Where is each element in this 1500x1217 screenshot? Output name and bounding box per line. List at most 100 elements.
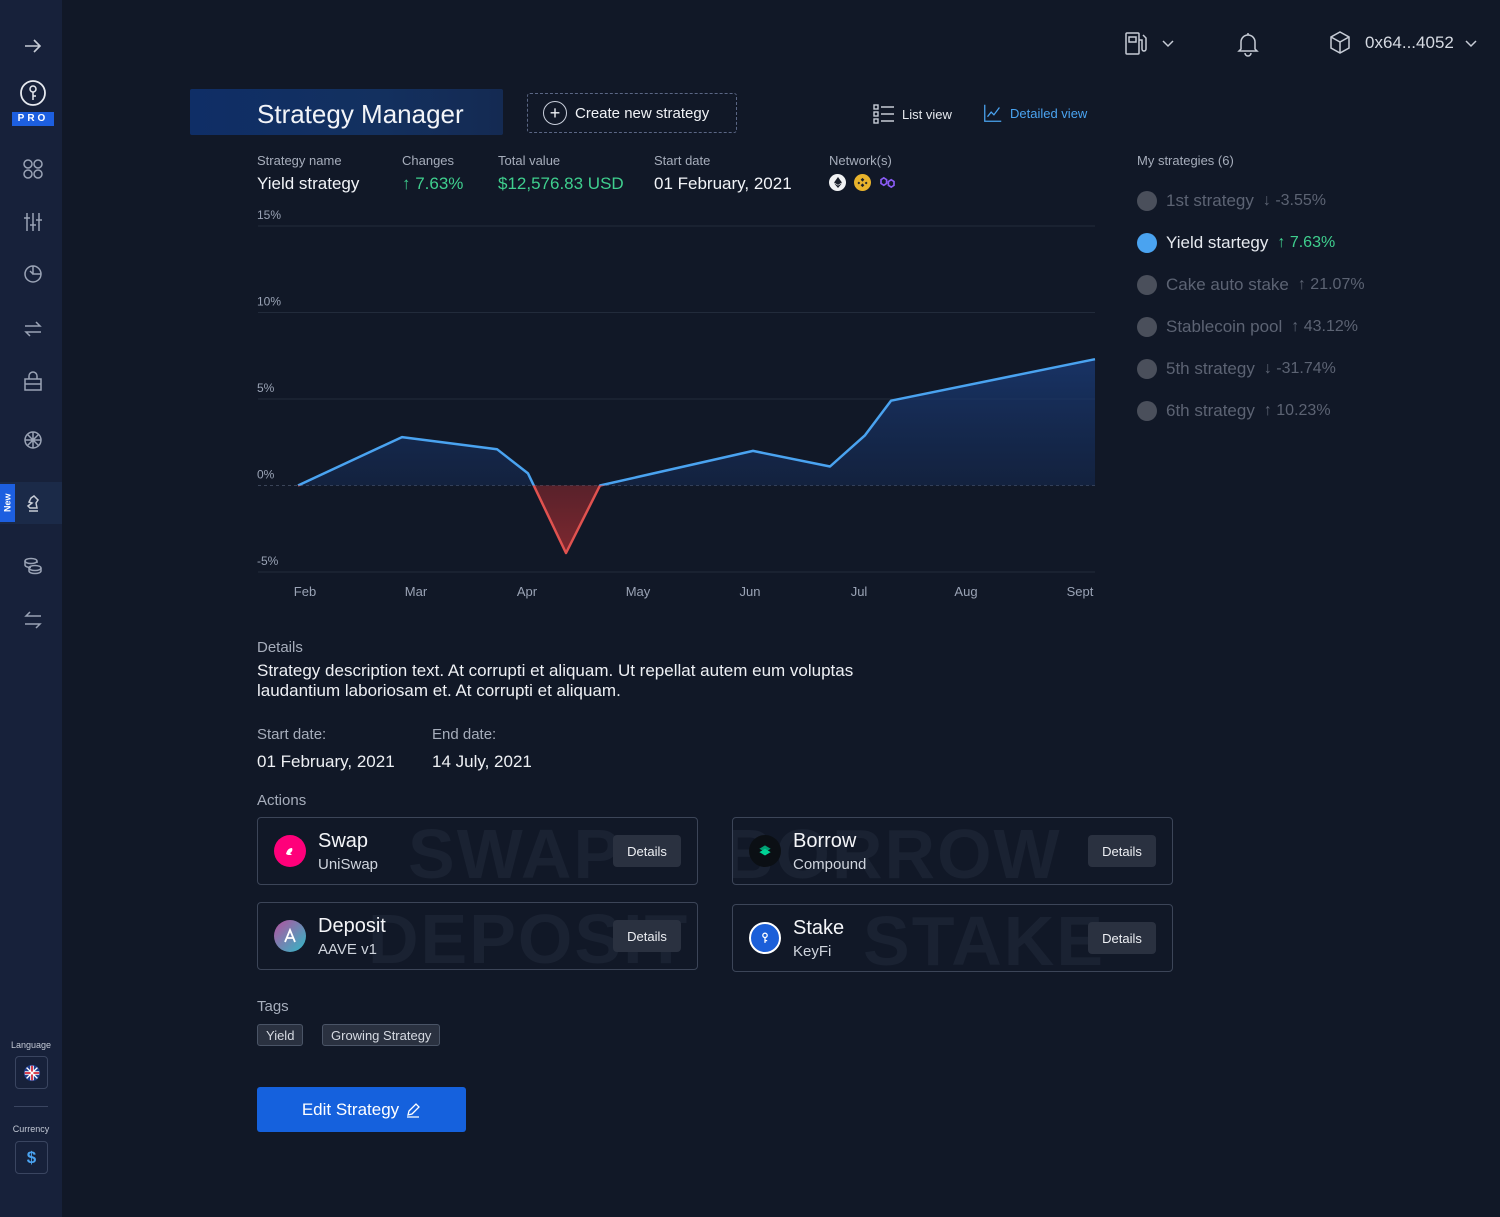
stat-value: $12,576.83 USD [498,174,624,193]
strategy-item[interactable]: Cake auto stake ↑ 21.07% [1137,264,1365,306]
y-tick-label: 10% [257,295,281,309]
performance-chart: 15% 10% 5% 0% -5% Feb Mar Apr May Jun Jul Aug Sept [257,208,1096,599]
stat-total-value: Total value $12,576.83 USD [498,153,624,194]
ethereum-icon [829,174,846,191]
analytics-icon[interactable] [15,256,51,292]
strategy-dot [1137,317,1157,337]
stat-label: Start date [654,153,711,168]
strategy-change: ↑ 43.12% [1291,318,1358,335]
language-selector[interactable] [15,1056,48,1089]
collapse-arrow-icon[interactable] [15,28,51,64]
new-tag: New [0,484,15,522]
list-view-toggle[interactable]: List view [872,102,952,126]
detailed-view-toggle[interactable]: Detailed view [982,102,1087,124]
bell-icon [1237,33,1259,57]
end-date-label: End date: [432,726,497,743]
wallet-menu[interactable]: 0x64...4052 [1325,28,1478,58]
strategy-change: ↑ 21.07% [1297,276,1365,293]
notifications-button[interactable] [1233,28,1263,58]
tag-yield[interactable]: Yield [257,1024,304,1046]
action-card-deposit[interactable]: DEPOSIT Deposit AAVE v1 Details [257,902,698,970]
strategy-name: Cake auto stake [1166,275,1289,294]
stat-start-date: Start date 01 February, 2021 [654,153,792,194]
y-tick-label: 5% [257,381,275,395]
network-icon[interactable] [15,422,51,458]
uk-flag-icon [23,1064,40,1081]
currency-selector[interactable]: $ [15,1141,48,1174]
transfer-icon[interactable] [15,602,51,638]
strategy-dot [1137,275,1157,295]
strategy-item[interactable]: 5th strategy ↓ -31.74% [1137,348,1365,390]
action-card-swap[interactable]: SWAP Swap UniSwap Details [257,817,698,885]
y-tick-label: 0% [257,468,275,482]
strategy-dot [1137,233,1157,253]
binance-icon [854,174,871,191]
details-button[interactable]: Details [613,835,681,867]
actions-label: Actions [257,792,307,809]
edit-strategy-label: Edit Strategy [301,1099,400,1119]
list-view-label: List view [902,106,952,122]
plus-circle-icon: + [543,101,567,125]
strategy-item[interactable]: Yield startegy ↑ 7.63% [1137,222,1365,264]
gas-pump-icon [1125,32,1147,55]
strategy-item[interactable]: 1st strategy ↓ -3.55% [1137,180,1365,222]
x-tick-label: Jun [740,584,761,599]
coins-icon[interactable] [15,547,51,583]
end-date-value: 14 July, 2021 [432,752,532,771]
x-tick-label: May [626,584,651,599]
details-button[interactable]: Details [1088,835,1156,867]
strategy-change: ↓ -3.55% [1262,192,1327,209]
wallet-cube-icon [1330,31,1350,54]
stat-label: Total value [498,153,561,168]
card-title: Deposit [318,915,386,937]
pro-logo[interactable]: PRO [12,78,54,128]
stat-value: ↑ 7.63% [402,174,464,193]
exchange-icon[interactable] [15,311,51,347]
my-strategies-title: My strategies (6) [1137,153,1234,168]
card-watermark: STAKE [863,904,1106,972]
x-tick-label: Jul [851,584,868,599]
card-watermark: SWAP [408,817,623,885]
aave-icon [274,920,306,952]
start-date-value: 01 February, 2021 [257,752,395,771]
strategy-name: 1st strategy [1166,191,1254,210]
strategy-dot [1137,359,1157,379]
keyfi-icon [749,922,781,954]
action-card-stake[interactable]: STAKE Stake KeyFi Details [732,904,1173,972]
dashboard-icon[interactable] [15,151,51,187]
sidebar: PRO New Language Currency $ [0,0,62,1217]
strategy-item[interactable]: 6th strategy ↑ 10.23% [1137,390,1365,432]
stat-label: Network(s) [829,153,892,168]
x-tick-label: Apr [517,584,538,599]
my-strategies-panel: My strategies (6) 1st strategy ↓ -3.55% Yi… [1137,153,1365,432]
create-strategy-button[interactable]: + Create new strategy [527,93,737,133]
action-card-borrow[interactable]: BORROW Borrow Compound Details [732,817,1173,885]
strategy-change: ↑ 10.23% [1263,402,1331,419]
polygon-icon [879,174,896,191]
stat-changes: Changes ↑ 7.63% [402,153,463,194]
stat-value: Yield strategy [257,174,360,193]
series-line-positive [297,357,1096,486]
strategy-change: ↑ 7.63% [1277,234,1336,251]
gas-selector[interactable] [1121,28,1175,58]
card-subtitle: KeyFi [793,943,832,960]
chevron-down-icon [1162,40,1174,48]
create-strategy-label: Create new strategy [575,104,710,122]
sliders-icon[interactable] [15,204,51,240]
bag-icon[interactable] [15,364,51,400]
edit-strategy-button[interactable]: Edit Strategy [257,1087,466,1132]
stat-networks: Network(s) [829,153,896,191]
pencil-icon [407,1102,421,1118]
strategy-chess-icon[interactable] [15,485,51,521]
card-subtitle: AAVE v1 [318,941,377,958]
tag-growing-strategy[interactable]: Growing Strategy [322,1024,441,1046]
currency-label: Currency [12,1124,50,1134]
y-tick-label: 15% [257,208,281,222]
card-subtitle: Compound [793,856,867,873]
strategy-item[interactable]: Stablecoin pool ↑ 43.12% [1137,306,1365,348]
details-button[interactable]: Details [1088,922,1156,954]
stat-value: 01 February, 2021 [654,174,792,193]
sidebar-divider [14,1106,48,1107]
details-button[interactable]: Details [613,920,681,952]
uniswap-icon [274,835,306,867]
